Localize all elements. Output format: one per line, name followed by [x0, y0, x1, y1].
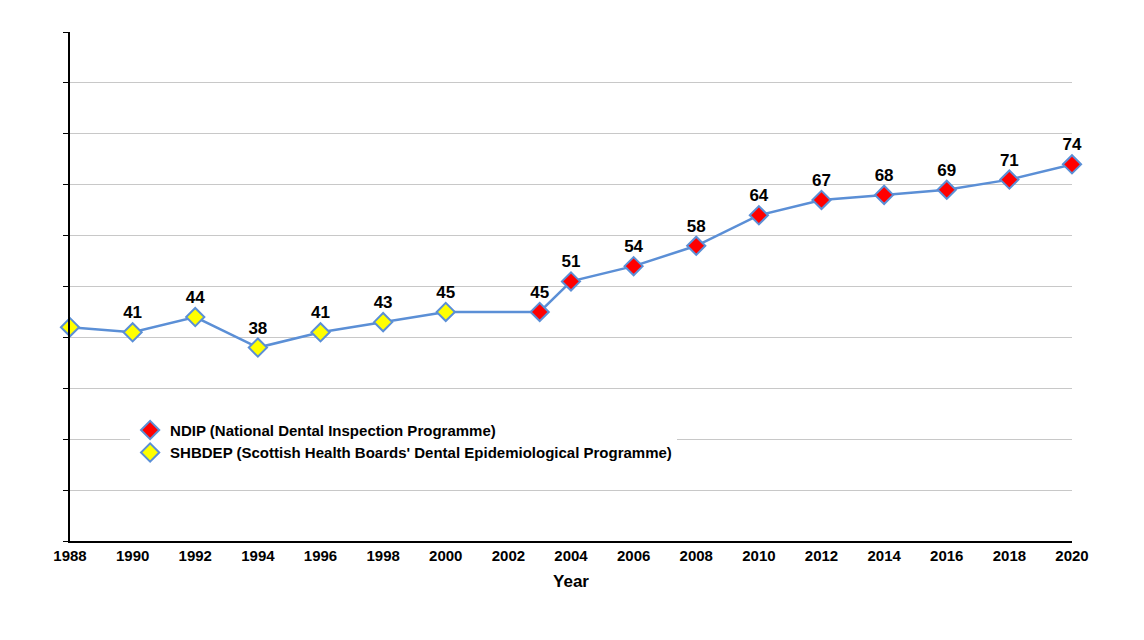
svg-text:2018: 2018 — [993, 547, 1026, 564]
svg-text:1994: 1994 — [241, 547, 275, 564]
svg-text:NDIP (National Dental Inspecti: NDIP (National Dental Inspection Program… — [170, 422, 496, 439]
svg-text:1988: 1988 — [53, 547, 86, 564]
svg-text:1996: 1996 — [304, 547, 337, 564]
svg-text:69: 69 — [937, 161, 956, 180]
svg-text:1998: 1998 — [366, 547, 399, 564]
svg-text:41: 41 — [123, 303, 142, 322]
svg-text:2012: 2012 — [805, 547, 838, 564]
svg-text:2014: 2014 — [867, 547, 901, 564]
svg-text:68: 68 — [875, 166, 894, 185]
svg-text:1992: 1992 — [179, 547, 212, 564]
svg-text:2006: 2006 — [617, 547, 650, 564]
svg-text:67: 67 — [812, 171, 831, 190]
svg-text:2010: 2010 — [742, 547, 775, 564]
svg-text:SHBDEP (Scottish Health Boards: SHBDEP (Scottish Health Boards' Dental E… — [170, 444, 672, 461]
svg-text:2002: 2002 — [492, 547, 525, 564]
svg-text:2020: 2020 — [1055, 547, 1088, 564]
svg-text:71: 71 — [1000, 151, 1019, 170]
svg-text:44: 44 — [186, 288, 205, 307]
svg-text:64: 64 — [749, 186, 768, 205]
svg-text:45: 45 — [436, 283, 455, 302]
svg-text:2004: 2004 — [554, 547, 588, 564]
svg-text:74: 74 — [1063, 135, 1082, 154]
svg-text:1990: 1990 — [116, 547, 149, 564]
svg-text:58: 58 — [687, 217, 706, 236]
svg-text:45: 45 — [530, 283, 549, 302]
svg-text:54: 54 — [624, 237, 643, 256]
svg-text:2008: 2008 — [680, 547, 713, 564]
svg-text:41: 41 — [311, 303, 330, 322]
svg-text:51: 51 — [562, 252, 581, 271]
svg-text:2016: 2016 — [930, 547, 963, 564]
svg-text:43: 43 — [374, 293, 393, 312]
svg-text:2000: 2000 — [429, 547, 462, 564]
svg-text:Year: Year — [553, 572, 589, 591]
svg-text:38: 38 — [248, 319, 267, 338]
